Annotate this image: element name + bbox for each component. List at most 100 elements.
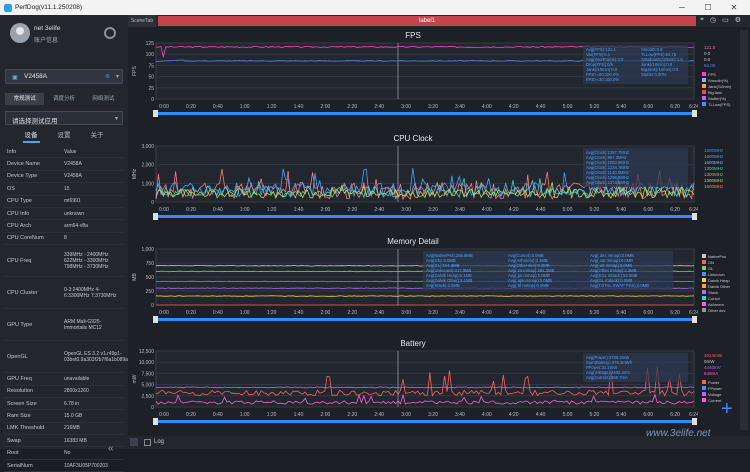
legend-swatch (702, 296, 706, 300)
x-tick-label: 4:20 (509, 310, 519, 316)
info-value: ARM Mali-G925-Immortalis MC12 (64, 318, 102, 331)
y-tick-label: 1,000 (141, 181, 154, 187)
slider-handle[interactable] (692, 213, 697, 220)
profile-area: net 3elife 账户信息 (0, 15, 128, 55)
legend-item[interactable]: TLLow(FPS) (702, 101, 731, 107)
y-tick-label: 3,000 (141, 144, 154, 150)
legend-item[interactable]: Other dev (702, 307, 730, 313)
legend-item[interactable]: Current (702, 397, 722, 403)
readout-box (583, 353, 688, 382)
readout-value: Avg(Clock):1063.5MHz (586, 160, 629, 165)
info-key: OpenGL (7, 353, 28, 360)
settings-icon[interactable]: ⚙ (734, 17, 741, 24)
time-range-slider[interactable] (156, 318, 694, 321)
tab-normal-test[interactable]: 常规测试 (5, 93, 45, 105)
maximize-button[interactable]: ☐ (704, 3, 712, 12)
tab-settings[interactable]: 设置 (57, 132, 71, 139)
y-tick-label: 10,000 (139, 360, 155, 366)
legend-item[interactable]: Dalvik Heap (702, 277, 730, 283)
legend-item[interactable]: FPS (702, 71, 731, 77)
time-range-slider[interactable] (156, 112, 694, 115)
chart-title: Memory Detail (387, 237, 439, 246)
series-line (155, 366, 695, 397)
legend-item[interactable]: Smooth(%) (702, 77, 731, 83)
gear-icon[interactable] (104, 27, 116, 39)
x-tick-label: 4:00 (482, 104, 492, 110)
device-selector[interactable]: ▣ V2458A ≋ ▾ (5, 69, 123, 84)
chart-svg[interactable]: 0 25 50 75 100 125 FPS 0:00 0:20 0:40 1:00 1:20 1:40… (128, 29, 698, 125)
legend-item[interactable]: Stack (702, 289, 730, 295)
log-checkbox[interactable] (144, 439, 151, 446)
label-bar[interactable]: label1 (158, 16, 696, 26)
tab-schedule-analysis[interactable]: 调度分析 (52, 96, 75, 102)
slider-handle[interactable] (692, 110, 697, 117)
x-tick-label: 1:00 (240, 207, 250, 213)
x-tick-label: 1:40 (294, 104, 304, 110)
scene-tab[interactable]: SceneTab (128, 15, 156, 27)
readout-box (583, 45, 688, 84)
slider-handle[interactable] (153, 213, 158, 220)
current-value: 1300MHz (704, 178, 724, 183)
chart-svg[interactable]: 0 1,000 2,000 3,000 MHz 0:00 0:20 0:40 1:00 1:20 1… (128, 132, 698, 228)
legend-item[interactable]: Jank(/10min) (702, 83, 731, 89)
vertical-scrollbar[interactable] (740, 30, 748, 430)
legend-item[interactable]: Power (702, 379, 722, 385)
info-value: No (64, 450, 71, 457)
legend-item[interactable]: FPower (702, 385, 722, 391)
add-icon[interactable]: + (721, 398, 733, 420)
stop-button[interactable] (130, 438, 138, 446)
readout-value: Avg(Voltage):4432.4mV (586, 370, 630, 375)
readout-value: TLLow(FPS):84.75 (641, 52, 677, 57)
chevron-down-icon: ▾ (115, 74, 119, 80)
time-range-slider[interactable] (156, 420, 694, 423)
info-key: LMK Threshold (7, 425, 45, 432)
current-value: 840mA (704, 371, 719, 376)
table-row: CPU Info unknown (4, 208, 124, 221)
legend-item[interactable]: Voltage (702, 391, 722, 397)
tab-about[interactable]: 关于 (90, 132, 104, 139)
slider-handle[interactable] (692, 316, 697, 323)
legend-item[interactable]: Stutter(%) (702, 95, 731, 101)
info-value: 0-3:2400MHz 4-6:3300MHz 7:3730MHz (64, 286, 117, 299)
window-title: PerfDog(v11.1.250208) (15, 4, 83, 11)
legend-item[interactable]: BigJank (702, 89, 731, 95)
account-info-link[interactable]: 账户信息 (34, 38, 59, 44)
legend-item[interactable]: Cursor (702, 295, 730, 301)
clock-icon[interactable]: ◷ (709, 17, 717, 24)
app-select[interactable]: 请选择测试应用 ▾ (5, 111, 123, 125)
x-tick-label: 3:40 (455, 412, 465, 418)
slider-handle[interactable] (153, 418, 158, 425)
legend-item[interactable]: Gfx (702, 259, 730, 265)
folder-icon[interactable]: ▭ (722, 17, 729, 24)
legend-swatch (702, 96, 706, 100)
tab-network-test[interactable]: 网络测试 (92, 96, 115, 102)
x-tick-label: 4:20 (509, 207, 519, 213)
legend-item[interactable]: Unknown (702, 271, 730, 277)
legend-item[interactable]: NativePss (702, 253, 730, 259)
slider-handle[interactable] (692, 418, 697, 425)
info-value: Value (64, 148, 77, 155)
chart-svg[interactable]: 0 250 500 750 1,000 MB 0:00 0:20 0:40 1:00 1:20 1:4… (128, 235, 698, 331)
app-select-placeholder: 请选择测试应用 (12, 118, 58, 125)
readout-value: Stutter:0.00% (641, 72, 667, 77)
legend-item[interactable]: Ashmem (702, 301, 730, 307)
legend-label: Voltage (708, 391, 722, 397)
legend-item[interactable]: GL (702, 265, 730, 271)
legend-item[interactable]: Dalvik Other (702, 283, 730, 289)
minimize-button[interactable]: ─ (679, 3, 685, 12)
chart-svg[interactable]: 0 2,500 5,000 7,500 10,000 12,500 mW 0:00 0:20 0:… (128, 337, 698, 433)
close-button[interactable]: ✕ (730, 3, 738, 12)
time-range-slider[interactable] (156, 215, 694, 218)
info-key: Info (7, 148, 17, 155)
tab-device[interactable]: 设备 (22, 129, 40, 143)
info-key: CPU CoreNum (7, 235, 44, 242)
info-key: Root (7, 450, 19, 457)
slider-handle[interactable] (153, 110, 158, 117)
x-tick-label: 6:00 (643, 207, 653, 213)
avatar[interactable] (10, 23, 30, 43)
x-tick-label: 0:00 (159, 412, 169, 418)
x-tick-label: 4:00 (482, 310, 492, 316)
slider-handle[interactable] (153, 316, 158, 323)
legend-label: Stutter(%) (708, 95, 727, 101)
location-icon[interactable]: ⌖ (700, 16, 704, 23)
